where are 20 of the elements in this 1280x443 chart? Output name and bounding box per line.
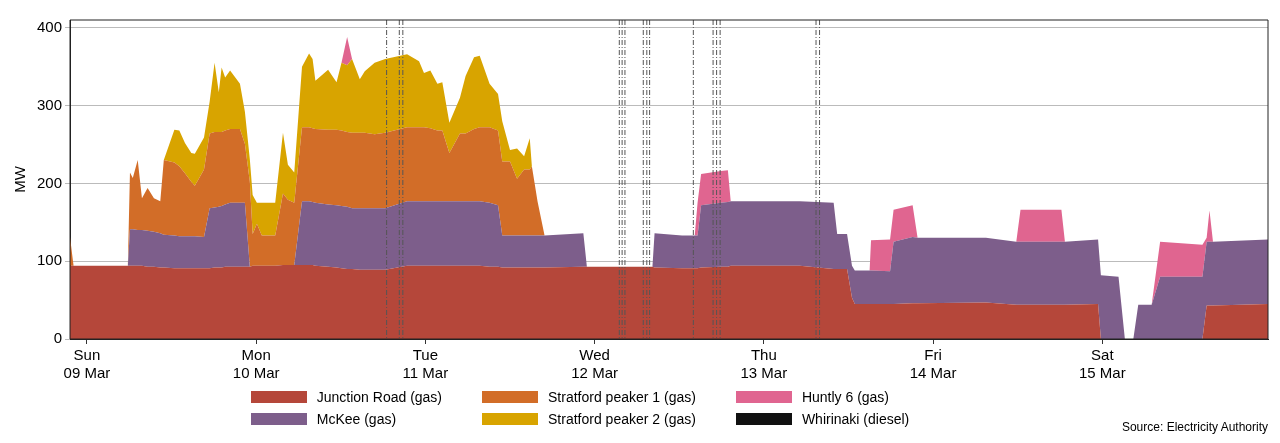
x-tick-label: Sun 09 Mar <box>63 346 111 382</box>
y-tick-label: 400 <box>37 17 63 35</box>
x-tick-label: Fri 14 Mar <box>909 346 957 382</box>
legend-label: McKee (gas) <box>316 411 397 427</box>
x-tick-label: Sat 15 Mar <box>1078 346 1126 382</box>
legend-label: Huntly 6 (gas) <box>801 389 890 405</box>
y-tick-label: 100 <box>37 251 63 269</box>
legend-label: Stratford peaker 1 (gas) <box>548 389 696 405</box>
y-tick-label: 0 <box>53 329 63 347</box>
x-tick-label: Thu 13 Mar <box>740 346 788 382</box>
y-tick-label: 300 <box>37 95 63 113</box>
y-tick-label: 200 <box>37 173 63 191</box>
legend-label: Stratford peaker 2 (gas) <box>548 411 696 427</box>
y-axis-title: MW <box>11 165 29 193</box>
x-tick-label: Mon 10 Mar <box>232 346 280 382</box>
x-tick-label: Tue 11 Mar <box>402 346 449 382</box>
x-tick-label: Wed 12 Mar <box>571 346 618 382</box>
legend-label: Junction Road (gas) <box>316 389 443 405</box>
legend-label: Whirinaki (diesel) <box>801 411 910 427</box>
source-note: Source: Electricity Authority <box>1121 420 1268 434</box>
